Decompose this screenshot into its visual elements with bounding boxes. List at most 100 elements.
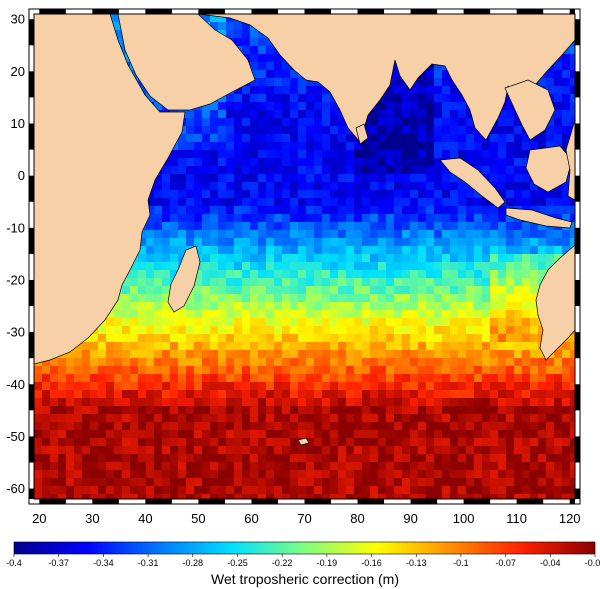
field-cell <box>538 198 547 207</box>
field-cell <box>202 318 211 327</box>
field-cell <box>298 278 307 287</box>
field-cell <box>458 462 467 471</box>
field-cell <box>162 182 171 191</box>
field-cell <box>522 142 531 151</box>
field-cell <box>466 238 475 247</box>
field-cell <box>370 462 379 471</box>
field-cell <box>330 262 339 271</box>
field-cell <box>346 462 355 471</box>
field-cell <box>314 438 323 447</box>
field-cell <box>362 342 371 351</box>
field-cell <box>562 94 571 103</box>
field-cell <box>498 278 507 287</box>
field-cell <box>514 358 523 367</box>
field-cell <box>418 102 427 111</box>
field-cell <box>170 190 179 199</box>
colorbar: -0.4 -0.37 -0.34 -0.31 -0.28 -0.25 -0.22 -0.19-… <box>6 541 600 587</box>
field-cell <box>226 318 235 327</box>
field-cell <box>322 270 331 279</box>
field-cell <box>482 382 491 391</box>
field-cell <box>82 358 91 367</box>
field-cell <box>282 230 291 239</box>
field-cell <box>218 22 227 31</box>
field-cell <box>442 166 451 175</box>
field-cell <box>378 334 387 343</box>
field-cell <box>98 494 107 499</box>
field-cell <box>250 406 259 415</box>
field-cell <box>418 294 427 303</box>
field-cell <box>98 438 107 447</box>
field-cell <box>298 294 307 303</box>
field-cell <box>202 166 211 175</box>
field-cell <box>370 206 379 215</box>
field-cell <box>418 70 427 79</box>
field-cell <box>562 182 571 191</box>
field-cell <box>482 158 491 167</box>
field-cell <box>282 150 291 159</box>
field-cell <box>434 262 443 271</box>
field-cell <box>466 126 475 135</box>
field-cell <box>274 94 283 103</box>
field-cell <box>314 102 323 111</box>
field-cell <box>162 422 171 431</box>
field-cell <box>210 430 219 439</box>
field-cell <box>418 262 427 271</box>
field-cell <box>122 350 131 359</box>
field-cell <box>274 142 283 151</box>
field-cell <box>250 182 259 191</box>
field-cell <box>386 430 395 439</box>
field-cell <box>370 326 379 335</box>
field-cell <box>194 110 203 119</box>
field-cell <box>554 358 563 367</box>
field-cell <box>322 398 331 407</box>
field-cell <box>210 14 219 23</box>
field-cell <box>162 326 171 335</box>
field-cell <box>290 214 299 223</box>
field-cell <box>266 78 275 87</box>
field-cell <box>170 238 179 247</box>
field-cell <box>162 350 171 359</box>
field-cell <box>258 86 267 95</box>
field-cell <box>50 486 59 495</box>
field-cell <box>410 166 419 175</box>
field-cell <box>202 326 211 335</box>
field-cell <box>498 246 507 255</box>
field-cell <box>210 342 219 351</box>
field-cell <box>322 366 331 375</box>
field-cell <box>218 406 227 415</box>
field-cell <box>234 254 243 263</box>
field-cell <box>210 382 219 391</box>
field-cell <box>442 398 451 407</box>
field-cell <box>290 294 299 303</box>
field-cell <box>554 398 563 407</box>
field-cell <box>218 174 227 183</box>
field-cell <box>274 78 283 87</box>
field-cell <box>546 190 555 199</box>
field-cell <box>242 126 251 135</box>
field-cell <box>194 222 203 231</box>
field-cell <box>322 350 331 359</box>
field-cell <box>210 470 219 479</box>
field-cell <box>450 246 459 255</box>
field-cell <box>330 390 339 399</box>
field-cell <box>514 286 523 295</box>
field-cell <box>514 238 523 247</box>
field-cell <box>322 486 331 495</box>
field-cell <box>418 414 427 423</box>
field-cell <box>258 422 267 431</box>
field-cell <box>570 422 575 431</box>
field-cell <box>146 94 155 103</box>
field-cell <box>306 374 315 383</box>
field-cell <box>538 414 547 423</box>
field-cell <box>234 206 243 215</box>
field-cell <box>290 182 299 191</box>
field-cell <box>434 214 443 223</box>
field-cell <box>290 174 299 183</box>
field-cell <box>210 374 219 383</box>
field-cell <box>226 486 235 495</box>
field-cell <box>266 318 275 327</box>
field-cell <box>130 390 139 399</box>
field-cell <box>402 454 411 463</box>
field-cell <box>298 302 307 311</box>
field-cell <box>178 246 187 255</box>
